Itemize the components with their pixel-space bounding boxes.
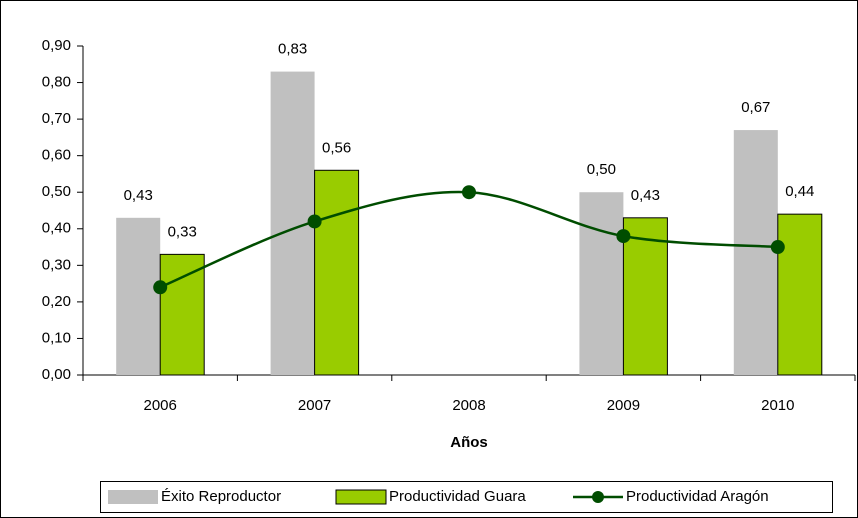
data-label: 0,50 [587,161,616,178]
y-tick-label: 0,00 [42,366,71,383]
y-tick-label: 0,30 [42,256,71,273]
data-label: 0,67 [741,99,770,116]
line-marker [462,185,476,200]
y-tick-label: 0,60 [42,147,71,164]
y-tick-label: 0,70 [42,110,71,127]
data-label: 0,43 [124,187,153,204]
y-tick-label: 0,40 [42,220,71,237]
legend-swatch [108,490,158,504]
line-marker [616,229,631,244]
line-marker [770,240,785,255]
x-tick-label: 2010 [761,397,794,414]
line-marker [153,280,168,295]
bar [579,192,624,375]
data-label: 0,83 [278,41,307,58]
data-label: 0,43 [631,187,660,204]
x-tick-label: 2007 [298,397,331,414]
bar [622,217,668,376]
legend-swatch [335,489,387,505]
y-tick-label: 0,20 [42,293,71,310]
bar [314,169,360,376]
data-label: 0,44 [785,183,814,200]
y-tick-label: 0,80 [42,74,71,91]
x-axis-label: Años [450,434,488,451]
y-tick-label: 0,90 [42,37,71,54]
legend-label: Productividad Aragón [626,488,769,505]
x-tick-label: 2008 [452,397,485,414]
bar [733,130,778,375]
legend-label: Éxito Reproductor [161,488,281,505]
data-label: 0,33 [168,223,197,240]
legend-swatch-marker [592,491,604,503]
legend-box [100,481,833,513]
bar [159,253,205,376]
x-tick-label: 2009 [607,397,640,414]
x-tick-label: 2006 [144,397,177,414]
y-tick-label: 0,10 [42,329,71,346]
data-label: 0,56 [322,139,351,156]
legend-label: Productividad Guara [389,488,526,505]
line-marker [307,214,322,229]
bar [116,217,161,375]
bar [777,213,823,376]
y-tick-label: 0,50 [42,183,71,200]
